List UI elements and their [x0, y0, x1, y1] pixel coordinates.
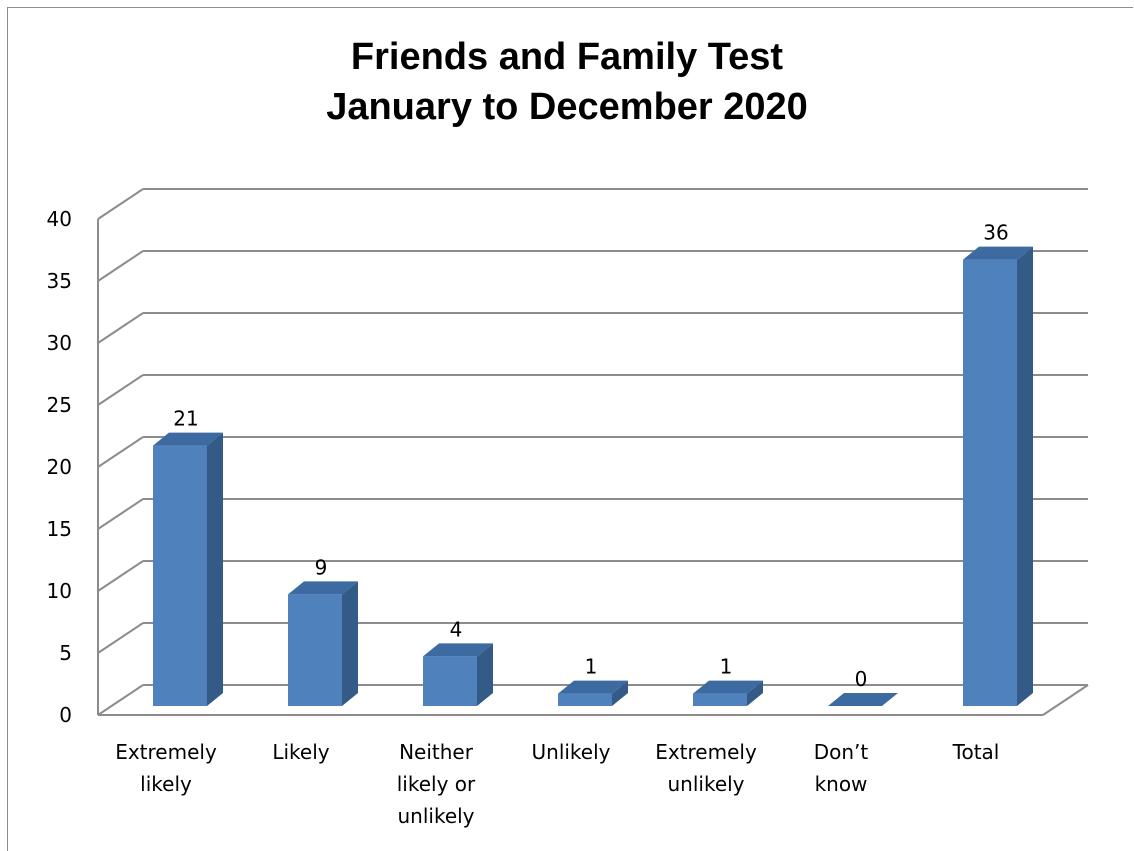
bar: [558, 680, 628, 706]
bar-top: [558, 680, 628, 694]
y-tick-label: 15: [47, 517, 72, 541]
chart-title-line-2: January to December 2020: [326, 86, 808, 128]
bar-side: [207, 432, 223, 706]
y-tick-label: 20: [47, 455, 72, 479]
category-label: Unlikely: [532, 740, 611, 764]
data-label: 9: [315, 555, 328, 579]
category-label-line: Don’t: [814, 740, 869, 764]
data-label: 21: [173, 407, 198, 431]
category-label-line: Extremely: [115, 740, 217, 764]
bar-front: [288, 594, 342, 706]
bar-side: [612, 680, 628, 706]
bar-front: [558, 693, 612, 706]
category-label-line: Extremely: [655, 740, 757, 764]
y-tick-label: 40: [47, 207, 72, 231]
bar-front: [423, 656, 477, 706]
chart-frame: [7, 7, 1133, 851]
category-label-line: Total: [952, 740, 1000, 764]
bar: [693, 680, 763, 706]
gridline-diagonal: [97, 312, 144, 344]
category-label-line: know: [815, 772, 868, 796]
bar: [828, 693, 898, 706]
bar-side: [747, 680, 763, 706]
bar-top: [693, 680, 763, 694]
y-tick-label: 25: [47, 393, 72, 417]
bar-front: [693, 693, 747, 706]
y-tick-label: 35: [47, 269, 72, 293]
y-tick-label: 10: [47, 579, 72, 603]
category-label-line: likely or: [397, 772, 476, 796]
category-label-line: likely: [140, 772, 192, 796]
gridlines: [97, 188, 1089, 716]
gridline-diagonal: [97, 188, 144, 220]
gridline-diagonal: [97, 684, 144, 716]
gridline-diagonal: [97, 436, 144, 468]
category-labels: Extremely likely Likely Neither likely or unl…: [115, 740, 999, 828]
category-label: Likely: [272, 740, 329, 764]
category-label: Total: [952, 740, 1000, 764]
floor-right-edge: [1042, 684, 1089, 716]
bars: [153, 246, 1033, 706]
gridline-diagonal: [97, 560, 144, 592]
bar-top: [288, 581, 358, 595]
bar: [288, 581, 358, 706]
y-tick-label: 30: [47, 331, 72, 355]
data-labels: 21 9 4 1 1 0 36: [173, 221, 1008, 691]
data-label: 1: [585, 655, 598, 679]
bar-top: [153, 432, 223, 446]
bar: [423, 643, 493, 706]
category-label: Extremely unlikely: [655, 740, 757, 796]
gridline-diagonal: [97, 250, 144, 282]
gridline-diagonal: [97, 498, 144, 530]
bar-top: [828, 693, 898, 706]
chart-title: Friends and Family Test January to Decem…: [0, 32, 1134, 132]
bar-side: [1017, 246, 1033, 706]
bar: [153, 432, 223, 706]
bar-front: [153, 445, 207, 706]
chart-title-line-1: Friends and Family Test: [350, 36, 784, 78]
data-label: 0: [855, 667, 868, 691]
bar: [963, 246, 1033, 706]
category-label-line: unlikely: [667, 772, 744, 796]
y-tick-label: 5: [59, 641, 72, 665]
data-label: 1: [720, 655, 733, 679]
bar-top: [963, 246, 1033, 260]
category-label-line: Unlikely: [532, 740, 611, 764]
bar-front: [963, 259, 1017, 706]
y-tick-label: 0: [59, 703, 72, 727]
category-label: Neither likely or unlikely: [397, 740, 476, 828]
bar-side: [342, 581, 358, 706]
gridline-diagonal: [97, 374, 144, 406]
category-label-line: Likely: [272, 740, 329, 764]
category-label-line: unlikely: [397, 804, 474, 828]
gridline-diagonal: [97, 622, 144, 654]
y-axis-ticks: 0 5 10 15 20 25 30 35 40: [47, 207, 72, 727]
category-label: Don’t know: [814, 740, 869, 796]
bar-top: [423, 643, 493, 657]
category-label: Extremely likely: [115, 740, 217, 796]
category-label-line: Neither: [399, 740, 474, 764]
data-label: 4: [450, 617, 463, 641]
bar-side: [477, 643, 493, 706]
data-label: 36: [983, 221, 1008, 245]
